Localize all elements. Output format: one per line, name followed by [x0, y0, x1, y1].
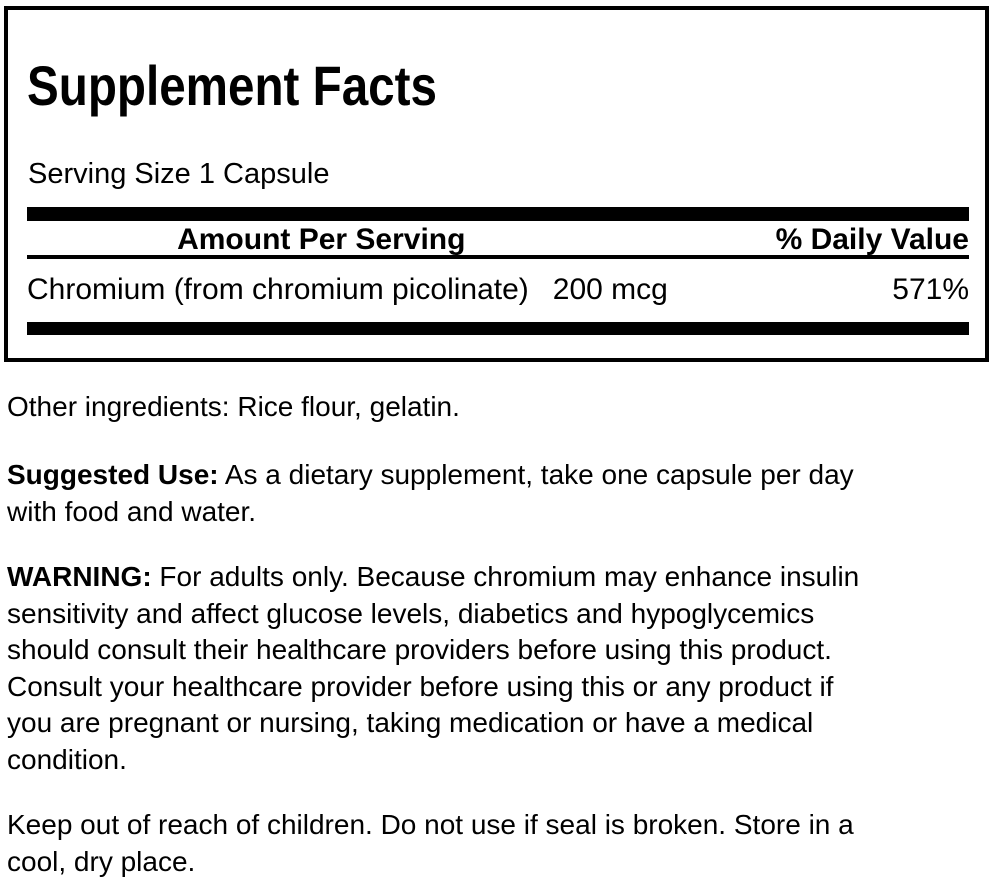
- suggested-use-label: Suggested Use:: [7, 459, 219, 490]
- ingredient-daily-value: 571%: [892, 273, 969, 306]
- amount-per-serving-header: Amount Per Serving: [177, 222, 466, 256]
- table-row-chromium: Chromium (from chromium picolinate) 200 …: [27, 275, 969, 305]
- warning-text: For adults only. Because chromium may en…: [7, 561, 860, 775]
- suggested-use-paragraph: Suggested Use: As a dietary supplement, …: [7, 457, 987, 530]
- other-ingredients-text: Other ingredients: Rice flour, gelatin.: [7, 391, 460, 422]
- warning-label: WARNING:: [7, 561, 152, 592]
- serving-size-text: Serving Size 1 Capsule: [28, 158, 330, 190]
- daily-value-header: % Daily Value: [775, 222, 969, 256]
- divider-thin-header: [27, 255, 969, 259]
- ingredient-amount: 200 mcg: [552, 273, 668, 306]
- divider-thick-top: [27, 207, 969, 221]
- supplement-facts-title: Supplement Facts: [27, 54, 437, 117]
- ingredient-name: Chromium (from chromium picolinate): [27, 273, 529, 306]
- warning-paragraph: WARNING: For adults only. Because chromi…: [7, 559, 987, 778]
- suggested-use-text: As a dietary supplement, take one capsul…: [7, 459, 854, 527]
- supplement-facts-panel: Supplement Facts Serving Size 1 Capsule …: [4, 6, 989, 362]
- divider-thick-bottom: [27, 322, 969, 335]
- table-header-row: Amount Per Serving % Daily Value: [27, 224, 969, 255]
- storage-instructions-text: Keep out of reach of children. Do not us…: [7, 809, 854, 877]
